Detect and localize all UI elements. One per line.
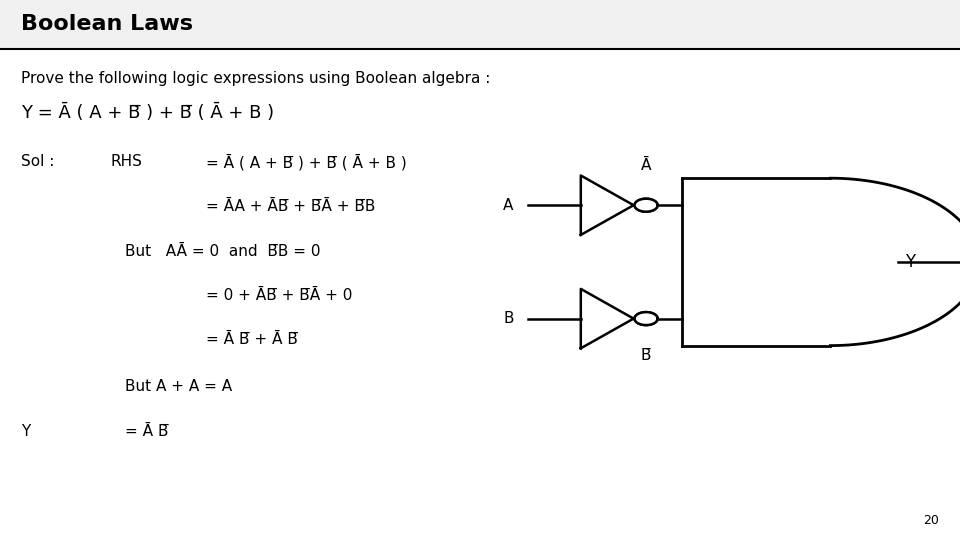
Text: Prove the following logic expressions using Boolean algebra :: Prove the following logic expressions us…	[21, 71, 491, 86]
Text: Sol :: Sol :	[21, 154, 55, 170]
Text: = 0 + ĀB̅ + B̅Ā + 0: = 0 + ĀB̅ + B̅Ā + 0	[206, 288, 352, 303]
Text: Y: Y	[21, 424, 31, 440]
Text: B̅: B̅	[641, 348, 651, 363]
Text: = Ā ( A + B̅ ) + B̅ ( Ā + B ): = Ā ( A + B̅ ) + B̅ ( Ā + B )	[206, 154, 407, 170]
Text: Y = Ā ( A + B̅ ) + B̅ ( Ā + B ): Y = Ā ( A + B̅ ) + B̅ ( Ā + B )	[21, 104, 275, 123]
Text: A: A	[503, 198, 514, 213]
Polygon shape	[635, 199, 658, 212]
Text: Boolean Laws: Boolean Laws	[21, 14, 193, 35]
Polygon shape	[635, 312, 658, 325]
Text: But A + A = A: But A + A = A	[125, 379, 232, 394]
Text: = Ā B̅ + Ā B̅: = Ā B̅ + Ā B̅	[206, 332, 299, 347]
Text: Ā: Ā	[641, 158, 651, 173]
Bar	[0, 0, 960, 49]
Text: 20: 20	[923, 514, 939, 526]
Text: But   AĀ = 0  and  B̅B = 0: But AĀ = 0 and B̅B = 0	[125, 244, 321, 259]
Text: = Ā B̅: = Ā B̅	[125, 424, 168, 440]
Text: = ĀA + ĀB̅ + B̅Ā + B̅B: = ĀA + ĀB̅ + B̅Ā + B̅B	[206, 199, 375, 214]
Text: RHS: RHS	[110, 154, 142, 170]
Text: Y: Y	[905, 253, 916, 271]
Text: B: B	[503, 311, 514, 326]
